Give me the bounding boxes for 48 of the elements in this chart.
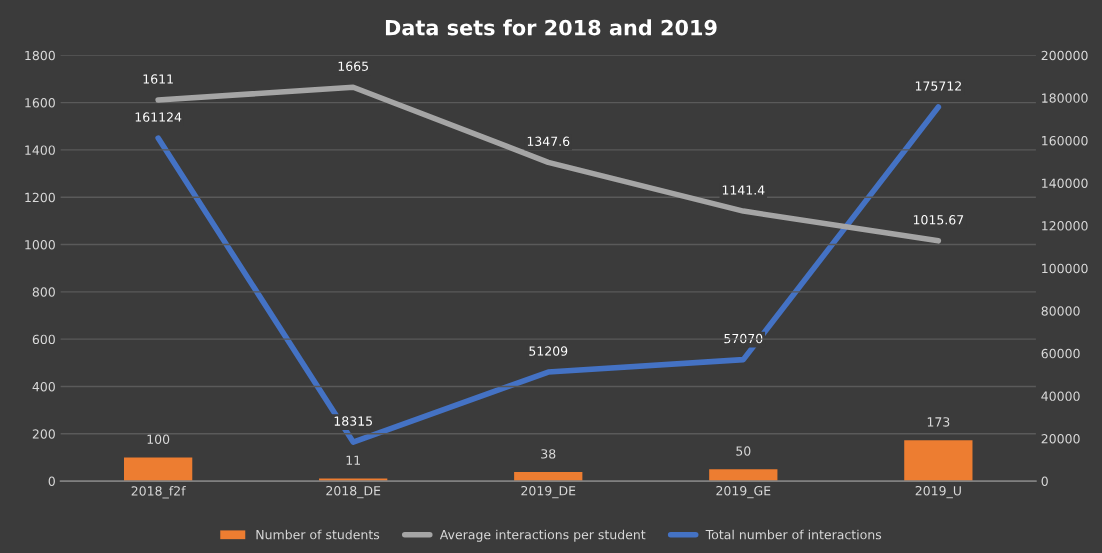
data-label: 50 [736, 446, 751, 456]
bar [709, 469, 778, 482]
y-tick-label: 0 [48, 476, 55, 487]
bar [124, 457, 193, 482]
y-tick-label: 400 [32, 381, 55, 392]
data-label: 100 [147, 434, 170, 444]
x-tick-label: 2019_U [915, 485, 961, 499]
legend-label: Total number of interactions [705, 529, 882, 540]
y2-tick-label: 140000 [1042, 178, 1088, 188]
y2-tick-label: 40000 [1041, 391, 1080, 401]
data-label: 38 [541, 449, 556, 459]
y2-tick-label: 0 [1041, 476, 1048, 487]
data-label: 57070 [724, 333, 763, 344]
data-label: 161124 [135, 112, 182, 122]
y-tick-label: 1400 [25, 145, 55, 155]
y2-tick-label: 160000 [1042, 135, 1088, 146]
data-label: 1015.67 [913, 215, 964, 225]
chart-title: Data sets for 2018 and 2019 [385, 19, 717, 36]
data-label: 18315 [334, 416, 372, 426]
y2-tick-label: 80000 [1041, 306, 1080, 316]
data-label: 1141.4 [722, 185, 765, 195]
x-tick-label: 2018_f2f [131, 485, 186, 499]
y-tick-label: 600 [32, 334, 55, 345]
legend-label: Average interactions per student [439, 529, 646, 542]
y2-tick-label: 200000 [1041, 50, 1088, 61]
legend-label: Number of students [256, 529, 380, 540]
x-tick-label: 2018_DE [326, 485, 381, 499]
y2-tick-label: 180000 [1042, 93, 1088, 103]
x-tick-label: 2019_GE [716, 485, 771, 499]
y-tick-label: 1800 [25, 50, 55, 61]
y-tick-label: 800 [32, 287, 55, 297]
data-label: 173 [927, 417, 950, 427]
y-tick-label: 1600 [25, 98, 55, 108]
data-label: 11 [346, 455, 360, 465]
data-label: 1665 [338, 61, 368, 71]
y-tick-label: 1200 [25, 192, 55, 203]
y2-tick-label: 120000 [1042, 221, 1088, 231]
data-label: 1611 [143, 74, 173, 84]
data-label: 175712 [915, 81, 961, 91]
data-label: 1347.6 [527, 136, 570, 147]
y2-tick-label: 60000 [1041, 348, 1080, 359]
y-tick-label: 200 [32, 429, 55, 439]
x-tick-label: 2019_DE [521, 485, 576, 499]
y-tick-label: 1000 [25, 240, 55, 250]
y2-tick-label: 20000 [1041, 434, 1080, 444]
bar [904, 440, 973, 482]
y2-tick-label: 100000 [1042, 263, 1088, 274]
data-label: 51209 [529, 346, 568, 356]
